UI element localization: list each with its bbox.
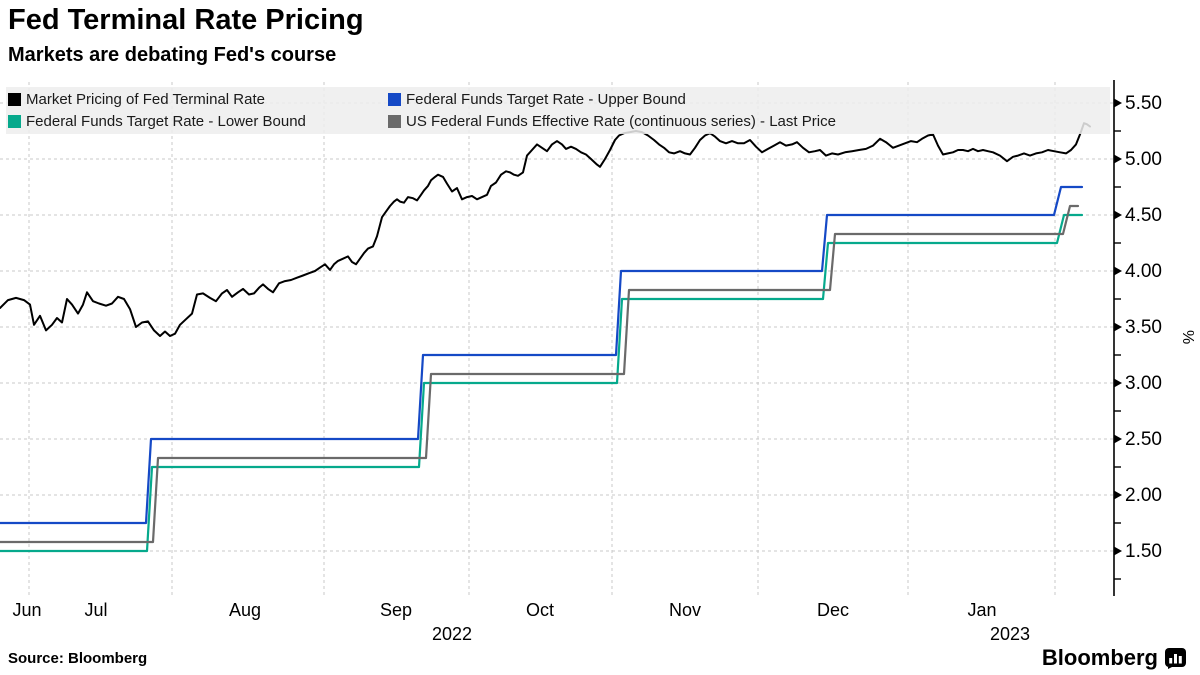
y-axis-tick-label: 3.00 (1125, 373, 1162, 394)
y-axis-major-tick (1114, 378, 1122, 388)
y-axis-tick-label: 2.00 (1125, 485, 1162, 506)
page-title: Fed Terminal Rate Pricing (8, 4, 364, 36)
y-axis-major-tick (1114, 434, 1122, 444)
page-subtitle: Markets are debating Fed's course (8, 44, 337, 66)
legend-item-upper-bound: Federal Funds Target Rate - Upper Bound (388, 91, 1110, 108)
y-axis-tick-label: 5.00 (1125, 149, 1162, 170)
x-axis-year-label: 2023 (990, 624, 1030, 644)
y-axis-tick-label: 1.50 (1125, 541, 1162, 562)
y-axis-tick-label: 3.50 (1125, 317, 1162, 338)
legend-item-effective-rate: US Federal Funds Effective Rate (continu… (388, 113, 1110, 130)
legend-swatch-gray (388, 115, 401, 129)
legend-swatch-teal (8, 115, 21, 129)
series-line-3 (0, 204, 1080, 544)
x-axis-month-label: Nov (669, 600, 701, 620)
legend-item-lower-bound: Federal Funds Target Rate - Lower Bound (8, 113, 388, 130)
y-axis-major-tick (1114, 154, 1122, 164)
x-axis-month-label: Jun (12, 600, 41, 620)
legend-swatch-blue (388, 92, 401, 106)
source-attribution: Source: Bloomberg (8, 650, 148, 667)
legend-label: Federal Funds Target Rate - Upper Bound (406, 90, 686, 108)
bloomberg-logo: Bloomberg (1042, 645, 1186, 671)
chart-legend: Market Pricing of Fed Terminal Rate Fede… (6, 87, 1110, 134)
x-axis-month-label: Jan (967, 600, 996, 620)
y-axis-major-tick (1114, 98, 1122, 108)
y-axis-major-tick (1114, 266, 1122, 276)
legend-label: Market Pricing of Fed Terminal Rate (26, 90, 265, 108)
y-axis-major-tick (1114, 546, 1122, 556)
legend-label: Federal Funds Target Rate - Lower Bound (26, 113, 306, 131)
y-axis-tick-label: 4.00 (1125, 261, 1162, 282)
y-axis-tick-label: 5.50 (1125, 93, 1162, 114)
x-axis-month-label: Aug (229, 600, 261, 620)
series-line-0 (0, 122, 1091, 337)
legend-swatch-black (8, 92, 21, 106)
series-line-2 (0, 213, 1084, 553)
y-axis-tick-label: 2.50 (1125, 429, 1162, 450)
y-axis-major-tick (1114, 322, 1122, 332)
x-axis-month-label: Oct (526, 600, 554, 620)
legend-item-market-pricing: Market Pricing of Fed Terminal Rate (8, 91, 388, 108)
legend-label: US Federal Funds Effective Rate (continu… (406, 113, 836, 131)
series-line-1 (0, 185, 1084, 525)
x-axis-month-label: Jul (84, 600, 107, 620)
y-axis-unit-label: % (1179, 330, 1196, 344)
x-axis-year-label: 2022 (432, 624, 472, 644)
y-axis-tick-label: 4.50 (1125, 205, 1162, 226)
x-axis-month-label: Dec (817, 600, 849, 620)
y-axis-major-tick (1114, 210, 1122, 220)
bloomberg-wordmark: Bloomberg (1041, 645, 1158, 670)
bloomberg-terminal-icon (1165, 647, 1186, 669)
x-axis-month-label: Sep (380, 600, 412, 620)
y-axis-major-tick (1114, 490, 1122, 500)
